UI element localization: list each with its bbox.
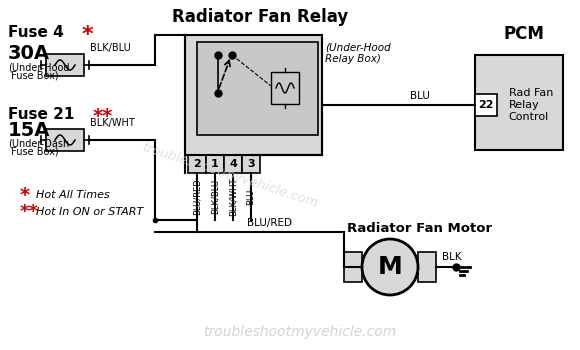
Text: BLK/BLU: BLK/BLU <box>211 179 219 214</box>
Bar <box>271 72 299 104</box>
Bar <box>206 155 224 173</box>
Text: (Under-Hood
Relay Box): (Under-Hood Relay Box) <box>325 42 391 64</box>
Bar <box>188 155 206 173</box>
Text: 2: 2 <box>193 159 201 169</box>
Text: BLK/WHT: BLK/WHT <box>90 118 135 128</box>
Bar <box>224 155 242 173</box>
Text: troubleshootmyvehicle.com: troubleshootmyvehicle.com <box>204 325 397 339</box>
Text: Fuse Box): Fuse Box) <box>8 147 59 157</box>
Circle shape <box>362 239 418 295</box>
Text: BLU/RED: BLU/RED <box>247 218 292 228</box>
Text: troubleshootmyvehicle.com: troubleshootmyvehicle.com <box>140 140 320 210</box>
Text: Radiator Fan Relay: Radiator Fan Relay <box>172 8 348 26</box>
Bar <box>46 129 84 151</box>
Bar <box>197 42 318 135</box>
Text: Fuse Box): Fuse Box) <box>8 70 59 80</box>
Text: *: * <box>82 25 93 45</box>
Bar <box>185 35 322 155</box>
Text: BLK: BLK <box>442 252 462 262</box>
Text: (Under-Dash: (Under-Dash <box>8 139 69 149</box>
Text: Fuse 4: Fuse 4 <box>8 25 64 40</box>
Text: PCM: PCM <box>503 25 545 43</box>
Text: Hot All Times: Hot All Times <box>36 190 110 200</box>
Text: Fuse 21: Fuse 21 <box>8 107 74 122</box>
Text: M: M <box>378 255 403 279</box>
Text: Rad Fan
Relay
Control: Rad Fan Relay Control <box>509 89 553 121</box>
Text: Hot In ON or START: Hot In ON or START <box>36 207 143 217</box>
Bar <box>475 94 497 116</box>
Text: 3: 3 <box>247 159 255 169</box>
Text: BLK/WHT: BLK/WHT <box>229 177 237 216</box>
Bar <box>46 54 84 76</box>
Text: (Under-Hood: (Under-Hood <box>8 62 70 72</box>
Text: 1: 1 <box>211 159 219 169</box>
Text: BLU: BLU <box>410 91 430 101</box>
Text: BLK/BLU: BLK/BLU <box>90 43 130 53</box>
Text: 15A: 15A <box>8 121 50 140</box>
Text: BLU: BLU <box>246 188 256 205</box>
Text: 22: 22 <box>478 100 494 110</box>
Text: BLU/RED: BLU/RED <box>193 178 201 215</box>
Text: 30A: 30A <box>8 44 50 63</box>
Text: Radiator Fan Motor: Radiator Fan Motor <box>347 222 492 235</box>
Bar <box>475 55 563 150</box>
Text: **: ** <box>20 203 39 221</box>
Bar <box>344 252 362 282</box>
Bar <box>242 155 260 173</box>
Text: 4: 4 <box>229 159 237 169</box>
Text: *: * <box>20 186 30 204</box>
Bar <box>418 252 436 282</box>
Text: **: ** <box>93 107 113 126</box>
